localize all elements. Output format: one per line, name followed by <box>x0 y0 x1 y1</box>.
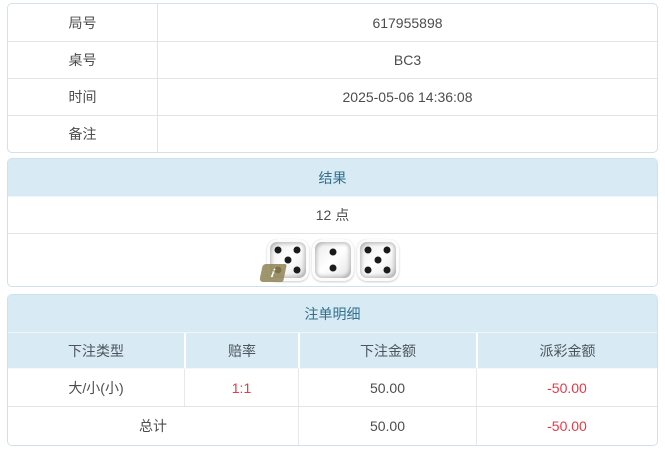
die-pip <box>383 246 391 254</box>
die-face-5 <box>356 239 399 281</box>
die-pip <box>293 246 301 254</box>
bets-header-row: 下注类型 赔率 下注金额 派彩金额 <box>8 333 657 369</box>
col-header-odds: 赔率 <box>184 333 298 368</box>
die-pip <box>293 266 301 274</box>
die-pip <box>329 264 336 272</box>
die-pip <box>329 248 336 256</box>
die-pip <box>364 246 372 254</box>
info-row-remark: 备注 <box>8 115 657 152</box>
total-label: 总计 <box>139 418 167 434</box>
bet-odds-value: 1:1 <box>184 369 298 406</box>
info-row-time: 时间 2025-05-06 14:36:08 <box>8 78 657 115</box>
table-number-value: BC3 <box>393 52 422 68</box>
total-bet-amount: 50.00 <box>298 407 476 445</box>
remark-value <box>158 116 657 152</box>
die-face-2 <box>311 239 354 281</box>
total-payout: -50.00 <box>476 407 657 445</box>
game-info-table: 局号 617955898 桌号 BC3 时间 2025-05-06 14:36:… <box>7 3 658 153</box>
col-header-bet-amount: 下注金额 <box>298 333 476 368</box>
result-points: 12 点 <box>8 197 657 234</box>
info-row-round: 局号 617955898 <box>8 4 657 41</box>
die-pip <box>374 256 381 264</box>
result-panel-title: 结果 <box>8 159 657 197</box>
bet-type-value: 大/小(小) <box>68 379 124 396</box>
remark-label: 备注 <box>8 116 158 152</box>
round-number-label: 局号 <box>8 4 158 41</box>
col-header-bet-type: 下注类型 <box>68 342 124 359</box>
col-header-payout: 派彩金额 <box>476 333 657 368</box>
table-number-label: 桌号 <box>8 42 158 78</box>
dice-group: i <box>258 239 399 282</box>
info-badge-icon[interactable]: i <box>258 264 287 282</box>
total-row: 总计 50.00 -50.00 <box>8 407 657 445</box>
bets-panel: 注单明细 下注类型 赔率 下注金额 派彩金额 大/小(小) 1:1 50.00 … <box>7 294 658 446</box>
die-pip <box>284 256 291 264</box>
time-value: 2025-05-06 14:36:08 <box>342 89 473 105</box>
bet-amount-value: 50.00 <box>298 369 476 406</box>
time-label: 时间 <box>8 79 158 115</box>
bet-row: 大/小(小) 1:1 50.00 -50.00 <box>8 369 657 407</box>
die-pip <box>274 246 282 254</box>
die-pip <box>383 266 391 274</box>
info-row-table: 桌号 BC3 <box>8 41 657 78</box>
bets-panel-title: 注单明细 <box>8 295 657 333</box>
round-number-value: 617955898 <box>372 14 443 31</box>
result-panel: 结果 12 点 i <box>7 158 658 287</box>
bet-payout-value: -50.00 <box>476 369 657 406</box>
die-pip <box>364 266 372 274</box>
dice-row: i <box>8 234 657 286</box>
